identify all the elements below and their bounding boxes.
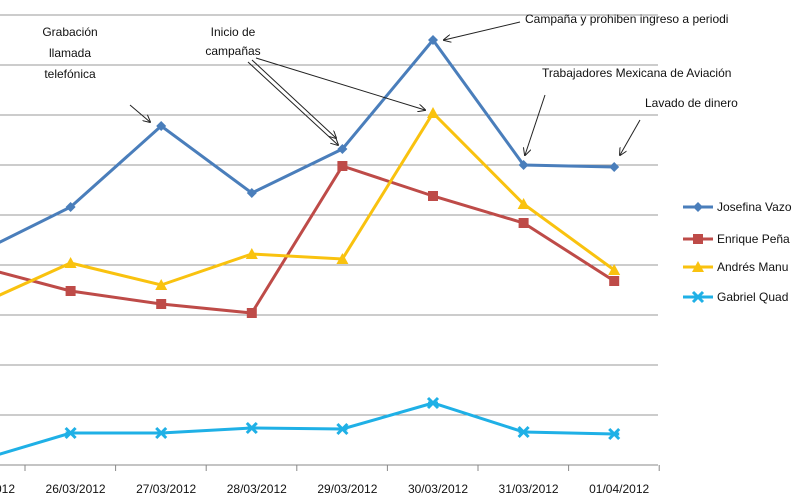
- legend-marker: [693, 202, 703, 212]
- x-tick-label: 29/03/2012: [317, 482, 377, 496]
- data-point: [64, 257, 77, 268]
- annotation: campañas: [205, 44, 260, 58]
- legend-marker: [692, 261, 704, 272]
- data-point: [608, 264, 621, 275]
- annotation-arrow: [444, 21, 521, 40]
- annotation-arrow: [247, 61, 338, 145]
- legend-label: Enrique Peña: [717, 232, 790, 246]
- data-point: [336, 422, 349, 436]
- series-line: [0, 164, 616, 315]
- annotation: Campaña y prohiben ingreso a periodi: [525, 12, 728, 26]
- data-point: [609, 276, 620, 286]
- data-point: [427, 107, 439, 118]
- data-point: [156, 121, 167, 131]
- data-point: [336, 253, 349, 264]
- series-line: [0, 110, 616, 297]
- data-point: [65, 202, 76, 212]
- annotation-arrow: [251, 59, 336, 138]
- series-line: [0, 37, 615, 244]
- legend-marker: [693, 234, 703, 244]
- data-point: [65, 286, 76, 296]
- annotation: Trabajadores Mexicana de Aviación: [542, 66, 731, 80]
- data-point: [517, 425, 530, 439]
- data-point: [245, 248, 258, 259]
- data-point: [517, 198, 530, 209]
- data-point: [608, 427, 621, 441]
- series-line: [0, 401, 615, 456]
- annotation: Grabación: [42, 25, 97, 39]
- legend-label: Andrés Manu: [717, 260, 788, 274]
- data-point: [426, 396, 440, 410]
- annotation-arrow: [525, 94, 546, 155]
- x-tick-label: 26/03/2012: [46, 482, 106, 496]
- x-tick-label: 2012: [0, 482, 15, 496]
- x-tick-label: 27/03/2012: [136, 482, 196, 496]
- data-point: [246, 188, 257, 198]
- data-point: [156, 299, 167, 309]
- annotation-arrow: [129, 104, 150, 122]
- data-point: [428, 191, 438, 201]
- legend-label: Gabriel Quad: [717, 290, 788, 304]
- x-tick-label: 28/03/2012: [227, 482, 287, 496]
- annotation: telefónica: [44, 67, 96, 81]
- annotation: Inicio de: [211, 25, 256, 39]
- data-point: [518, 218, 529, 228]
- x-tick-label: 01/04/2012: [589, 482, 649, 496]
- data-point: [155, 426, 168, 440]
- x-tick-label: 30/03/2012: [408, 482, 468, 496]
- data-point: [337, 144, 348, 154]
- data-point: [246, 308, 257, 318]
- annotation: Lavado de dinero: [645, 96, 738, 110]
- data-point: [337, 161, 348, 171]
- data-point: [64, 426, 77, 440]
- legend-marker: [691, 290, 705, 304]
- x-tick-label: 31/03/2012: [499, 482, 559, 496]
- annotation-arrow: [620, 119, 641, 155]
- annotation: llamada: [49, 46, 91, 60]
- data-point: [155, 279, 168, 290]
- data-point: [609, 162, 620, 172]
- data-point: [518, 160, 529, 170]
- data-point: [245, 421, 258, 435]
- legend-label: Josefina Vazo: [717, 200, 792, 214]
- data-point: [428, 35, 438, 45]
- annotation-arrow: [255, 57, 425, 110]
